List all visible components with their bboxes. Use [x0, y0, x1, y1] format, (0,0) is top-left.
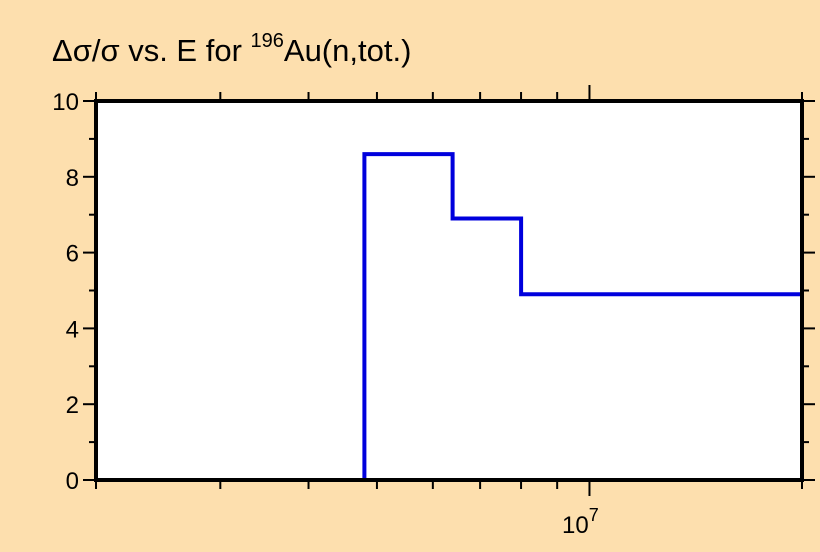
chart-title: Δσ/σ vs. E for 196Au(n,tot.)	[52, 30, 411, 68]
y-tick-label: 2	[66, 392, 79, 419]
y-tick-label: 6	[66, 241, 79, 268]
x-tick-label-exponent: 7	[589, 505, 599, 525]
x-tick-label-base: 10	[562, 512, 589, 539]
y-tick-label: 10	[52, 89, 79, 116]
y-tick-label: 4	[66, 316, 79, 343]
y-tick-label: 0	[66, 468, 79, 495]
plot-frame	[94, 99, 804, 482]
chart-title-superscript: 196	[251, 30, 284, 52]
y-tick-labels: 0 2 4 6 8 10	[52, 89, 79, 495]
x-tick-label-1e7: 107	[562, 505, 599, 539]
chart-title-suffix: Au(n,tot.)	[284, 33, 412, 68]
y-tick-label: 8	[66, 165, 79, 192]
chart-title-prefix: Δσ/σ vs. E for	[52, 33, 251, 68]
series-line	[362, 152, 804, 480]
plot-area	[96, 101, 802, 480]
